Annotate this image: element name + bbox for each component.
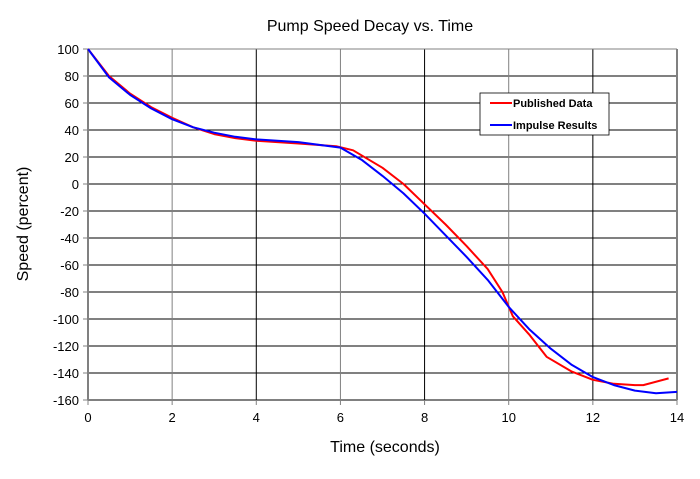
grid [87,48,678,401]
ticks: 100806040200-20-40-60-80-100-120-140-160… [53,42,684,425]
x-tick-label: 0 [84,410,91,425]
y-tick-label: 60 [65,96,79,111]
y-tick-label: -40 [60,231,79,246]
y-tick-label: -140 [53,366,79,381]
y-tick-label: 40 [65,123,79,138]
legend-label-impulse-results: Impulse Results [513,120,597,132]
series-group [87,48,678,395]
x-axis-label: Time (seconds) [330,439,440,456]
legend-label-published-data: Published Data [513,98,593,110]
y-tick-label: -120 [53,339,79,354]
x-tick-label: 12 [586,410,600,425]
x-tick-label: 10 [501,410,515,425]
y-tick-label: 20 [65,150,79,165]
y-axis-label: Speed (percent) [15,167,32,282]
x-tick-label: 2 [169,410,176,425]
y-tick-label: -80 [60,285,79,300]
series-line-impulse-results [87,48,678,395]
y-tick-label: -20 [60,204,79,219]
x-tick-label: 4 [253,410,260,425]
x-tick-label: 14 [670,410,684,425]
y-tick-label: -160 [53,393,79,408]
y-tick-label: 80 [65,69,79,84]
y-tick-label: 0 [72,177,79,192]
y-tick-label: 100 [57,42,79,57]
legend: Published Data Impulse Results [479,92,610,136]
y-tick-label: -100 [53,312,79,327]
x-tick-label: 8 [421,410,428,425]
legend-box [479,92,610,136]
y-tick-label: -60 [60,258,79,273]
x-tick-label: 6 [337,410,344,425]
chart-title: Pump Speed Decay vs. Time [267,18,473,35]
